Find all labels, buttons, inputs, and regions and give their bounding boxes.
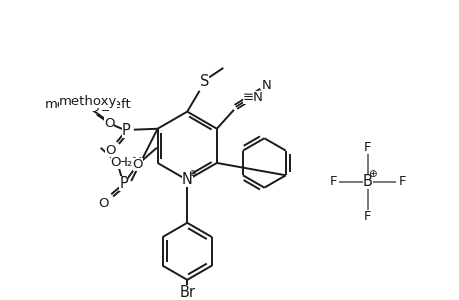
- Text: F: F: [363, 141, 371, 154]
- Text: methoxy_left: methoxy_left: [45, 98, 131, 112]
- Text: Br: Br: [179, 285, 195, 300]
- Text: O: O: [111, 156, 121, 170]
- Text: N: N: [261, 80, 270, 92]
- Text: B: B: [362, 175, 372, 190]
- Text: F: F: [329, 176, 336, 188]
- Text: F: F: [397, 176, 405, 188]
- Text: F: F: [363, 210, 371, 223]
- Text: ⊕: ⊕: [188, 169, 196, 178]
- Text: ≡N: ≡N: [242, 91, 263, 104]
- Text: H₂N: H₂N: [117, 156, 142, 170]
- Text: P: P: [122, 123, 130, 138]
- Text: O: O: [132, 158, 143, 171]
- Text: O: O: [104, 116, 114, 130]
- Text: S: S: [199, 74, 208, 89]
- Text: O: O: [105, 144, 115, 157]
- Text: methoxy: methoxy: [59, 95, 117, 108]
- Text: ⊕: ⊕: [367, 169, 376, 179]
- Text: N: N: [181, 172, 192, 187]
- Text: P: P: [119, 176, 128, 191]
- Text: O: O: [98, 197, 109, 210]
